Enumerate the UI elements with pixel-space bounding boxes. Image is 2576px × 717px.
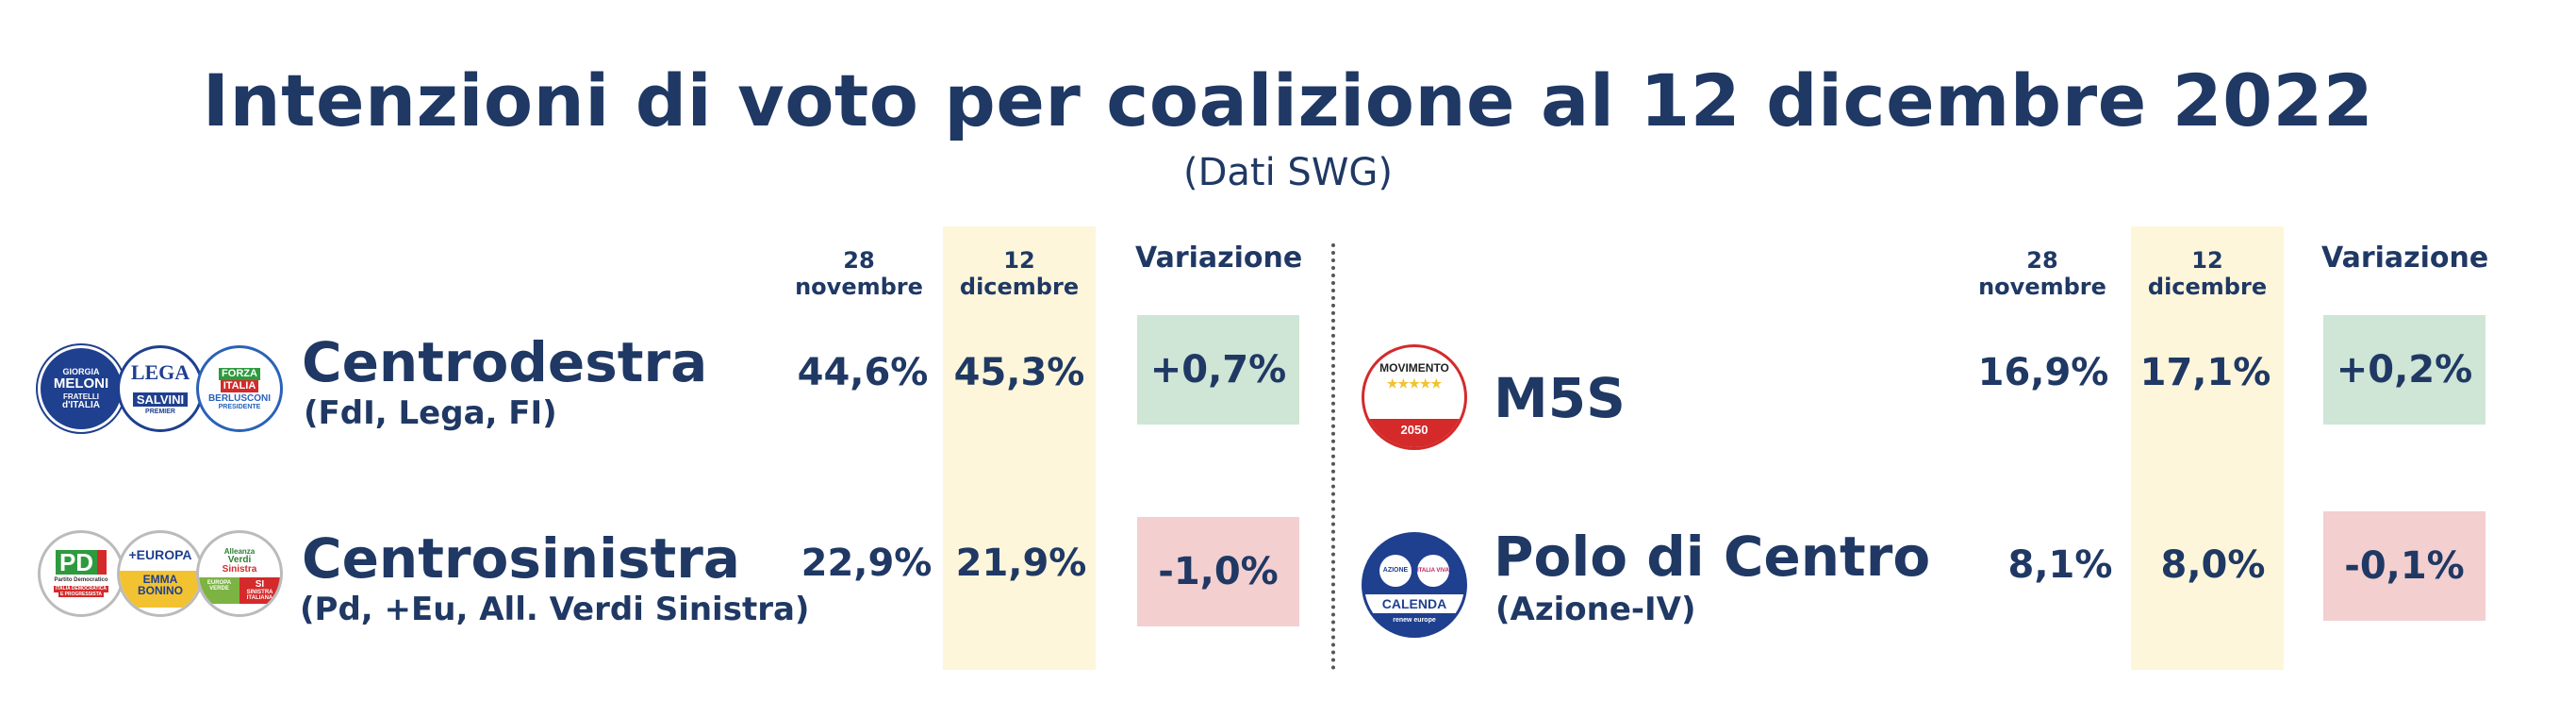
row-name-polo-di-centro: Polo di Centro xyxy=(1494,525,1931,589)
column-header-dec-left: 12 dicembre xyxy=(959,247,1080,300)
pd-logo: PD Partito Democratico ITALIA DEMOCRATIC… xyxy=(38,530,124,617)
column-divider xyxy=(1331,243,1335,670)
avs-logo-text-4: EUROPA xyxy=(206,579,232,586)
row-sub-centrodestra: (FdI, Lega, FI) xyxy=(304,394,557,432)
pd-logo-text-1: PD xyxy=(55,550,107,575)
row-sub-polo-di-centro: (Azione-IV) xyxy=(1495,591,1696,628)
piu-europa-logo-text-3: BONINO xyxy=(120,584,201,608)
chart-subtitle: (Dati SWG) xyxy=(1183,151,1393,194)
value-dec-m5s: 17,1% xyxy=(2139,351,2271,394)
azione-iv-logo-text-4: renew europe xyxy=(1393,616,1436,624)
column-header-nov-left: 28 novembre xyxy=(795,247,923,300)
pd-logo-text-4: E PROGRESSISTA xyxy=(58,592,105,597)
azione-iv-logo-text-2: ITALIA VIVA xyxy=(1417,554,1449,587)
m5s-logo: MOVIMENTO ★★★★★ 2050 xyxy=(1362,344,1467,450)
row-sub-centrosinistra: (Pd, +Eu, All. Verdi Sinistra) xyxy=(300,591,810,628)
fdi-logo-text-1: GIORGIA xyxy=(62,366,100,376)
avs-logo-text-3: Sinistra xyxy=(222,563,257,575)
fi-logo-text-4: PRESIDENTE xyxy=(218,403,261,410)
pd-logo-text-2: Partito Democratico xyxy=(54,577,108,583)
column-header-variazione-left: Variazione xyxy=(1135,242,1303,275)
lega-logo-text-1: LEGA xyxy=(130,360,190,384)
change-centrodestra: +0,7% xyxy=(1137,315,1299,425)
star-icon: ★★★★★ xyxy=(1386,376,1443,391)
fdi-logo: GIORGIA MELONI FRATELLI d'ITALIA xyxy=(38,345,124,432)
column-header-dec-right: 12 dicembre xyxy=(2147,247,2268,300)
value-dec-centrodestra: 45,3% xyxy=(953,351,1085,394)
azione-iv-logo-text-3: CALENDA xyxy=(1364,593,1464,613)
row-name-centrosinistra: Centrosinistra xyxy=(302,526,740,591)
azione-iv-logo-badges: AZIONE ITALIA VIVA xyxy=(1379,554,1449,587)
change-centrosinistra: -1,0% xyxy=(1137,517,1299,626)
value-dec-centrosinistra: 21,9% xyxy=(955,542,1087,585)
highlight-column-right xyxy=(2131,226,2284,670)
value-nov-m5s: 16,9% xyxy=(1977,351,2109,394)
lega-logo-text-3: PREMIER xyxy=(145,409,175,415)
chart-title: Intenzioni di voto per coalizione al 12 … xyxy=(202,58,2374,142)
lega-logo: LEGA SALVINI PREMIER xyxy=(117,345,204,432)
fi-logo: FORZA ITALIA BERLUSCONI PRESIDENTE xyxy=(196,345,283,432)
m5s-logo-text-1: MOVIMENTO xyxy=(1379,361,1449,375)
highlight-column-left xyxy=(943,226,1096,670)
avs-logo-text-5: VERDE xyxy=(209,585,229,592)
value-nov-polo-di-centro: 8,1% xyxy=(2007,543,2113,587)
avs-logo-text-6: SI xyxy=(255,578,265,590)
avs-logo-green-half: EUROPA VERDE xyxy=(199,576,239,604)
avs-logo-red-half: SI SINISTRA ITALIANA xyxy=(239,576,280,604)
value-dec-polo-di-centro: 8,0% xyxy=(2160,543,2266,587)
avs-logo-text-8: ITALIANA xyxy=(246,594,273,601)
piu-europa-logo-text-2: EMMA xyxy=(120,570,201,585)
fi-logo-text-1: FORZA xyxy=(219,367,260,380)
column-header-nov-right: 28 novembre xyxy=(1978,247,2106,300)
avs-logo-bottom: EUROPA VERDE SI SINISTRA ITALIANA xyxy=(199,576,280,604)
fdi-logo-text-2: MELONI xyxy=(53,375,109,392)
avs-logo: Alleanza Verdi Sinistra EUROPA VERDE SI … xyxy=(196,530,283,617)
azione-iv-logo: AZIONE ITALIA VIVA CALENDA renew europe xyxy=(1362,532,1467,638)
fdi-logo-text-3: FRATELLI xyxy=(62,392,100,401)
change-m5s: +0,2% xyxy=(2323,315,2485,425)
lega-logo-text-2: SALVINI xyxy=(132,392,189,407)
column-header-variazione-right: Variazione xyxy=(2321,242,2489,275)
fi-logo-text-2: ITALIA xyxy=(220,379,259,392)
piu-europa-logo: +EUROPA EMMA BONINO xyxy=(117,530,204,617)
value-nov-centrosinistra: 22,9% xyxy=(801,542,933,585)
avs-logo-text-1: Alleanza xyxy=(223,546,256,556)
pd-logo-text-3: ITALIA DEMOCRATICA xyxy=(53,586,109,592)
azione-iv-logo-text-1: AZIONE xyxy=(1379,554,1412,587)
fdi-logo-text-4: d'ITALIA xyxy=(62,399,100,410)
avs-logo-text-7: SINISTRA xyxy=(246,589,273,595)
row-name-centrodestra: Centrodestra xyxy=(302,330,708,394)
value-nov-centrodestra: 44,6% xyxy=(797,351,929,394)
fi-logo-text-3: BERLUSCONI xyxy=(207,392,272,404)
avs-logo-text-2: Verdi xyxy=(227,554,252,565)
row-name-m5s: M5S xyxy=(1494,366,1626,430)
change-polo-di-centro: -0,1% xyxy=(2323,511,2485,621)
piu-europa-logo-text-1: +EUROPA xyxy=(128,546,192,562)
m5s-logo-text-2: 2050 xyxy=(1364,419,1464,447)
